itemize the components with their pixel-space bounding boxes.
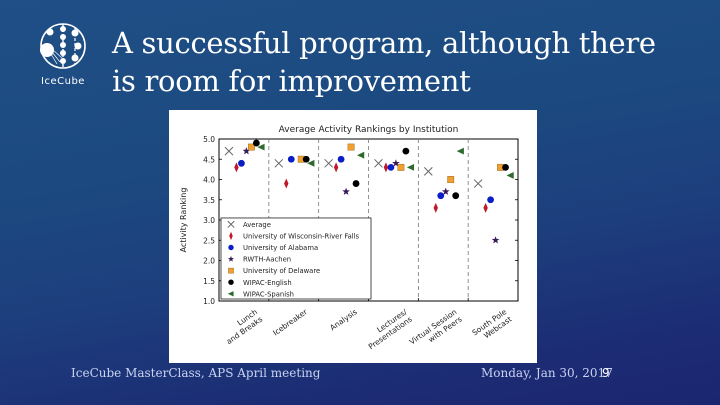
x-tick-label: Icebreaker	[271, 307, 309, 338]
x-tick-label: Lectures/Presentations	[367, 307, 414, 351]
slide-title-line-1: A successful program, although there	[112, 26, 656, 60]
legend-item: Average	[243, 221, 271, 229]
icecube-logo: IceCube	[30, 20, 96, 90]
legend-item: University of Wisconsin-River Falls	[243, 233, 360, 241]
y-tick-label: 4.5	[203, 155, 215, 164]
footer-date: Monday, Jan 30, 2017	[481, 366, 613, 380]
chart-image: Average Activity Rankings by Institution…	[169, 110, 537, 363]
slide-title-line-2: is room for improvement	[112, 64, 471, 98]
y-tick-label: 3.0	[203, 216, 215, 225]
svg-text:Icebreaker: Icebreaker	[271, 307, 309, 338]
svg-text:IceCube: IceCube	[41, 76, 85, 87]
series-wipac-english	[252, 139, 509, 200]
chart-legend: Average University of Wisconsin-River Fal…	[220, 217, 372, 300]
footer-event: IceCube MasterClass, APS April meeting	[71, 366, 321, 380]
y-tick-label: 1.5	[203, 277, 215, 286]
legend-item: University of Delaware	[243, 267, 320, 275]
legend-item: WIPAC-English	[243, 279, 292, 287]
series-university-of-wisconsin-river-falls	[234, 162, 488, 213]
y-tick-label: 3.5	[203, 196, 215, 205]
y-tick-label: 2.5	[203, 236, 215, 245]
page-number: 9	[602, 366, 610, 380]
legend-item: RWTH-Aachen	[243, 256, 291, 264]
y-tick-label: 1.0	[203, 297, 215, 306]
chart-title: Average Activity Rankings by Institution	[279, 125, 459, 135]
y-tick-label: 2.0	[203, 257, 215, 266]
scatter-chart: Average Activity Rankings by Institution…	[179, 125, 519, 351]
series-average	[224, 146, 483, 188]
series-wipac-spanish	[257, 143, 514, 179]
slide-title: A successful program, although there is …	[112, 24, 656, 100]
legend-item: WIPAC-Spanish	[243, 290, 294, 298]
y-tick-label: 5.0	[203, 135, 215, 144]
series-university-of-delaware	[247, 143, 504, 183]
icecube-logo-icon: IceCube	[40, 23, 86, 87]
x-tick-label: Analysis	[328, 307, 359, 332]
legend-item: University of Alabama	[243, 244, 318, 252]
y-axis-label: Activity Ranking	[179, 188, 188, 253]
series-university-of-alabama	[238, 155, 494, 204]
y-tick-label: 4.0	[203, 176, 215, 185]
svg-text:Analysis: Analysis	[328, 307, 359, 332]
series-rwth-aachen	[242, 147, 500, 244]
